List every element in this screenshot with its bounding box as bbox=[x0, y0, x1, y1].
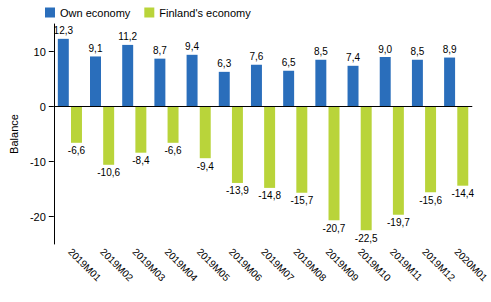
svg-text:-15,7: -15,7 bbox=[290, 195, 313, 206]
svg-text:-6,6: -6,6 bbox=[68, 145, 86, 156]
svg-text:8,7: 8,7 bbox=[153, 45, 167, 56]
svg-text:2019M05: 2019M05 bbox=[195, 246, 233, 284]
svg-text:12,3: 12,3 bbox=[54, 25, 74, 36]
svg-text:2019M09: 2019M09 bbox=[324, 246, 362, 284]
svg-text:2019M10: 2019M10 bbox=[356, 246, 394, 284]
svg-text:10: 10 bbox=[34, 46, 46, 58]
svg-text:-10: -10 bbox=[30, 156, 46, 168]
svg-text:7,4: 7,4 bbox=[346, 52, 360, 63]
svg-text:-20,7: -20,7 bbox=[323, 223, 346, 234]
svg-text:2019M03: 2019M03 bbox=[130, 246, 168, 284]
svg-text:2019M11: 2019M11 bbox=[388, 246, 425, 283]
svg-text:-6,6: -6,6 bbox=[164, 145, 182, 156]
svg-text:-14,8: -14,8 bbox=[258, 190, 281, 201]
svg-text:6,3: 6,3 bbox=[217, 58, 231, 69]
svg-text:Own economy: Own economy bbox=[60, 7, 131, 19]
svg-text:0: 0 bbox=[40, 101, 46, 113]
svg-text:2019M08: 2019M08 bbox=[291, 246, 329, 284]
svg-text:-14,4: -14,4 bbox=[451, 188, 474, 199]
svg-text:-22,5: -22,5 bbox=[355, 233, 378, 244]
svg-text:2019M02: 2019M02 bbox=[98, 246, 136, 284]
svg-text:6,5: 6,5 bbox=[282, 57, 296, 68]
svg-text:-9,4: -9,4 bbox=[197, 161, 215, 172]
svg-text:-10,6: -10,6 bbox=[97, 167, 120, 178]
svg-text:Finland's economy: Finland's economy bbox=[159, 7, 251, 19]
svg-text:-20: -20 bbox=[30, 211, 46, 223]
svg-text:9,1: 9,1 bbox=[89, 43, 103, 54]
svg-text:-8,4: -8,4 bbox=[132, 155, 150, 166]
svg-text:-15,6: -15,6 bbox=[419, 195, 442, 206]
svg-text:8,5: 8,5 bbox=[410, 46, 424, 57]
svg-text:7,6: 7,6 bbox=[250, 51, 264, 62]
svg-text:-13,9: -13,9 bbox=[226, 185, 249, 196]
svg-text:-19,7: -19,7 bbox=[387, 217, 410, 228]
svg-text:9,4: 9,4 bbox=[185, 41, 199, 52]
svg-text:2020M01: 2020M01 bbox=[452, 246, 490, 284]
svg-text:8,9: 8,9 bbox=[443, 44, 457, 55]
svg-text:2019M12: 2019M12 bbox=[420, 246, 458, 284]
svg-text:2019M01: 2019M01 bbox=[66, 246, 104, 284]
svg-text:9,0: 9,0 bbox=[378, 44, 392, 55]
svg-text:2019M07: 2019M07 bbox=[259, 246, 297, 284]
svg-text:2019M06: 2019M06 bbox=[227, 246, 265, 284]
svg-text:11,2: 11,2 bbox=[118, 31, 137, 42]
svg-text:8,5: 8,5 bbox=[314, 46, 328, 57]
svg-text:2019M04: 2019M04 bbox=[163, 246, 201, 284]
svg-text:Balance: Balance bbox=[8, 114, 20, 154]
